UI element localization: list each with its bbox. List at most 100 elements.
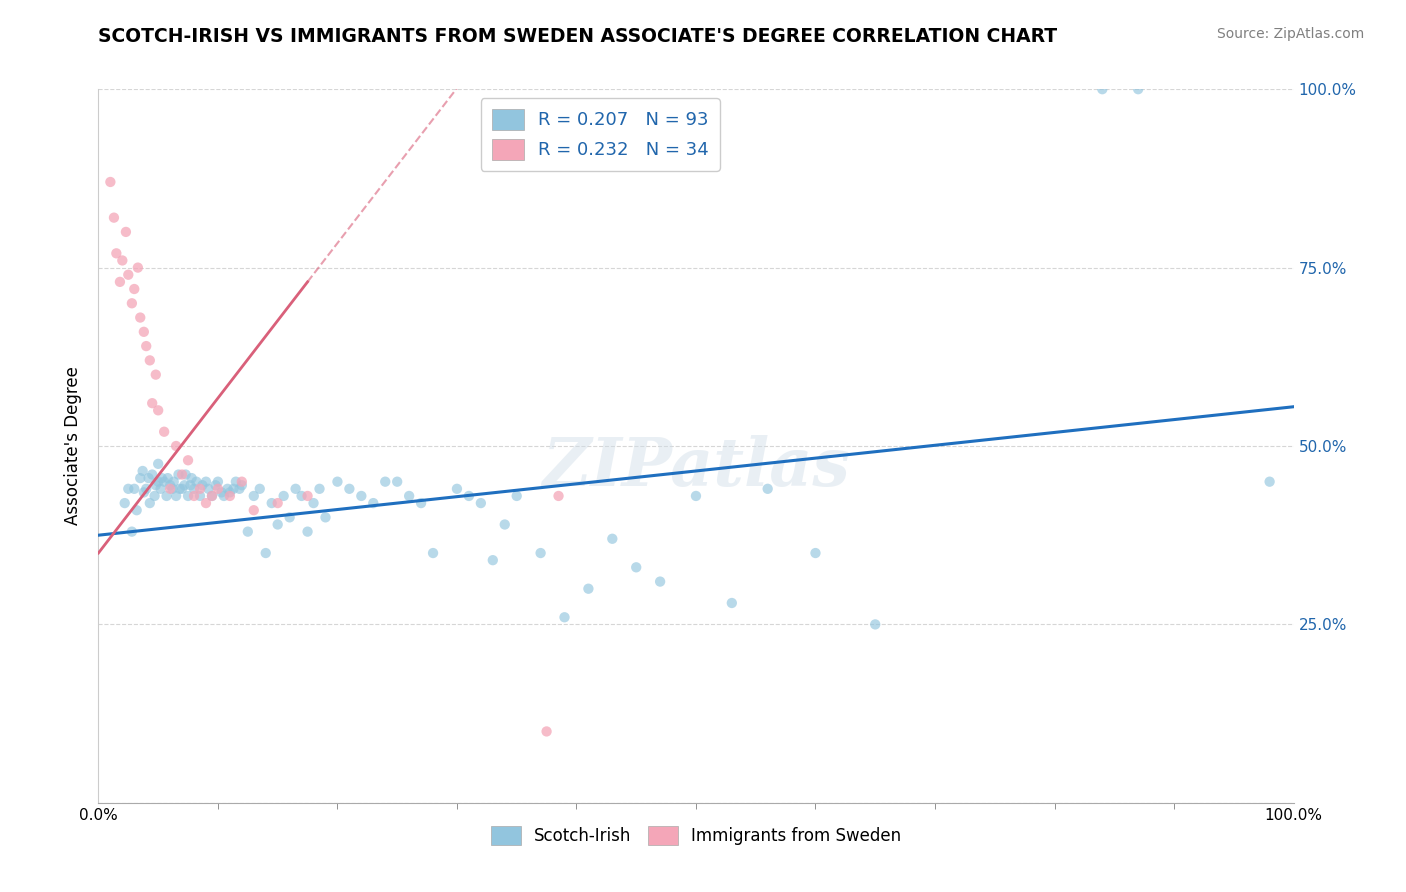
Point (124, 282, 146, 296)
Point (231, 478, 253, 492)
Point (578, 582, 600, 596)
Point (865, 617, 887, 632)
Point (132, 485, 155, 500)
Point (167, 467, 190, 482)
Point (326, 475, 349, 489)
Point (554, 610, 576, 624)
Point (153, 425, 176, 439)
Point (458, 489, 481, 503)
Point (243, 489, 266, 503)
Point (1258, 475, 1281, 489)
Point (225, 475, 247, 489)
Point (148, 475, 170, 489)
Point (111, 253, 134, 268)
Legend: Scotch-Irish, Immigrants from Sweden: Scotch-Irish, Immigrants from Sweden (484, 819, 908, 852)
Point (129, 471, 152, 485)
Point (291, 489, 314, 503)
Point (172, 482, 194, 496)
Point (1128, 82, 1150, 96)
Point (159, 482, 181, 496)
Text: SCOTCH-IRISH VS IMMIGRANTS FROM SWEDEN ASSOCIATE'S DEGREE CORRELATION CHART: SCOTCH-IRISH VS IMMIGRANTS FROM SWEDEN A… (98, 27, 1057, 45)
Point (411, 496, 433, 510)
Point (174, 467, 197, 482)
Point (183, 482, 205, 496)
Point (177, 453, 200, 467)
Point (195, 475, 218, 489)
Point (315, 510, 337, 524)
Point (297, 524, 319, 539)
Point (470, 496, 492, 510)
Point (172, 467, 194, 482)
Point (169, 482, 191, 496)
Point (212, 489, 235, 503)
Point (249, 482, 271, 496)
Point (260, 496, 283, 510)
Point (297, 489, 319, 503)
Point (602, 532, 624, 546)
Point (222, 482, 245, 496)
Point (308, 482, 330, 496)
Point (132, 325, 155, 339)
Point (207, 482, 229, 496)
Point (105, 246, 128, 260)
Point (159, 478, 181, 492)
Point (108, 275, 131, 289)
Point (139, 353, 162, 368)
Point (145, 368, 167, 382)
Point (117, 268, 139, 282)
Point (115, 225, 138, 239)
Point (219, 489, 242, 503)
Point (155, 489, 177, 503)
Point (1091, 82, 1114, 96)
Point (273, 489, 295, 503)
Point (804, 546, 827, 560)
Point (398, 489, 420, 503)
Point (547, 489, 569, 503)
Point (481, 553, 505, 567)
Point (207, 475, 229, 489)
Point (138, 471, 160, 485)
Point (211, 485, 233, 500)
Point (236, 524, 259, 539)
Point (148, 457, 170, 471)
Point (231, 475, 253, 489)
Point (141, 467, 163, 482)
Point (191, 478, 214, 492)
Point (284, 482, 307, 496)
Point (422, 546, 444, 560)
Point (188, 482, 211, 496)
Point (254, 546, 277, 560)
Point (129, 310, 152, 325)
Point (141, 396, 163, 410)
Point (267, 496, 290, 510)
Point (135, 339, 157, 353)
Point (139, 496, 162, 510)
Point (121, 296, 143, 310)
Point (201, 489, 224, 503)
Point (685, 489, 707, 503)
Point (506, 489, 529, 503)
Point (179, 478, 201, 492)
Point (165, 489, 187, 503)
Point (183, 489, 205, 503)
Point (163, 475, 186, 489)
Point (217, 482, 239, 496)
Point (626, 560, 648, 574)
Point (219, 485, 242, 500)
Point (267, 517, 290, 532)
Point (228, 482, 250, 496)
Point (721, 596, 744, 610)
Point (188, 489, 211, 503)
Point (756, 482, 779, 496)
Point (536, 724, 558, 739)
Point (204, 478, 226, 492)
Y-axis label: Associate's Degree: Associate's Degree (65, 367, 83, 525)
Point (135, 482, 157, 496)
Point (148, 403, 170, 417)
Point (201, 489, 224, 503)
Point (145, 478, 167, 492)
Point (131, 464, 153, 478)
Point (125, 503, 148, 517)
Point (648, 574, 672, 589)
Point (165, 439, 187, 453)
